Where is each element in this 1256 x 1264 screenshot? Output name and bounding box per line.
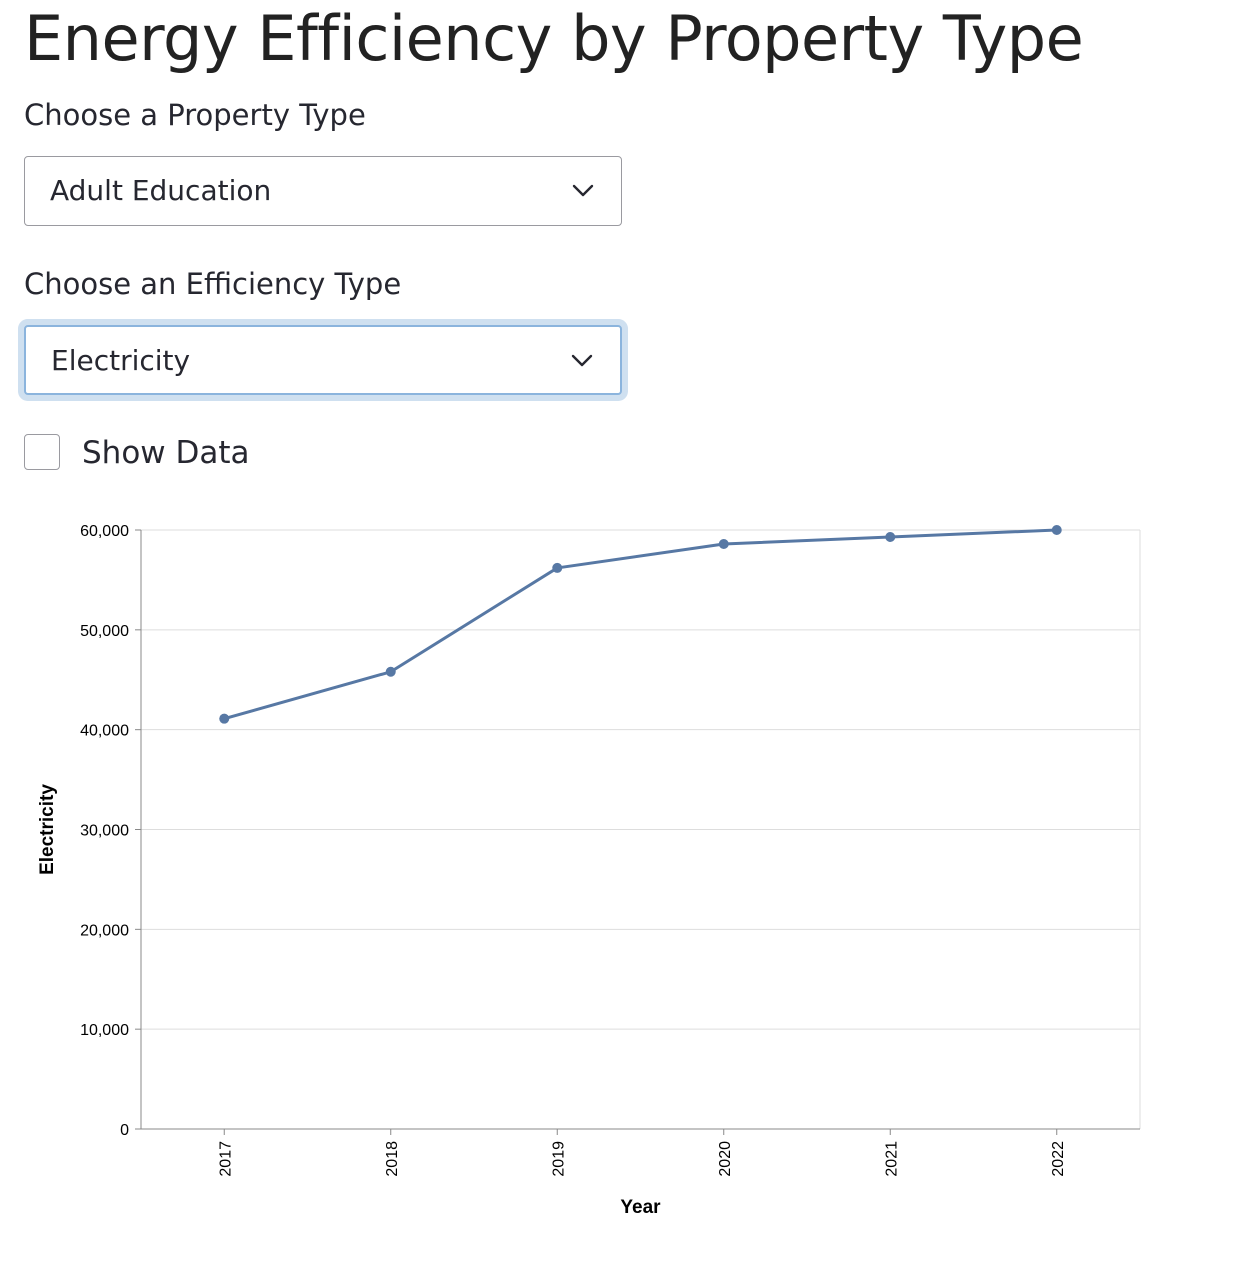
y-tick-label: 60,000 xyxy=(80,523,129,540)
chevron-down-icon xyxy=(571,354,593,367)
x-tick-label: 2019 xyxy=(550,1141,567,1177)
efficiency-type-value: Electricity xyxy=(51,344,191,377)
page-title: Energy Efficiency by Property Type xyxy=(24,2,1084,75)
y-tick-label: 10,000 xyxy=(80,1022,129,1039)
chevron-down-icon xyxy=(572,184,594,197)
y-tick-label: 20,000 xyxy=(80,922,129,939)
data-point xyxy=(219,713,230,724)
property-type-value: Adult Education xyxy=(50,174,272,207)
x-tick-label: 2020 xyxy=(717,1141,734,1177)
y-tick-label: 40,000 xyxy=(80,723,129,740)
show-data-label: Show Data xyxy=(82,435,250,471)
data-point xyxy=(385,666,396,677)
property-type-select[interactable]: Adult Education xyxy=(24,156,622,226)
x-tick-label: 2022 xyxy=(1050,1141,1067,1177)
y-axis-title: Electricity xyxy=(37,784,58,875)
x-tick-label: 2018 xyxy=(384,1141,401,1177)
x-tick-label: 2021 xyxy=(883,1141,900,1177)
y-tick-label: 50,000 xyxy=(80,623,129,640)
x-tick-label: 2017 xyxy=(217,1141,234,1177)
x-axis-title: Year xyxy=(620,1197,661,1218)
data-point xyxy=(1051,525,1062,535)
efficiency-type-select[interactable]: Electricity xyxy=(24,325,622,395)
show-data-checkbox[interactable] xyxy=(24,434,60,470)
data-point xyxy=(885,531,896,542)
electricity-line-chart: 0 10,000 20,000 30,000 40,000 50,000 60,000 201… xyxy=(37,523,1141,1218)
y-tick-label: 0 xyxy=(120,1122,129,1139)
property-type-label: Choose a Property Type xyxy=(24,98,366,132)
efficiency-type-label: Choose an Efficiency Type xyxy=(24,267,402,301)
data-point xyxy=(718,538,729,549)
series-line xyxy=(222,528,1059,721)
data-point xyxy=(552,562,563,573)
y-tick-label: 30,000 xyxy=(80,823,129,840)
